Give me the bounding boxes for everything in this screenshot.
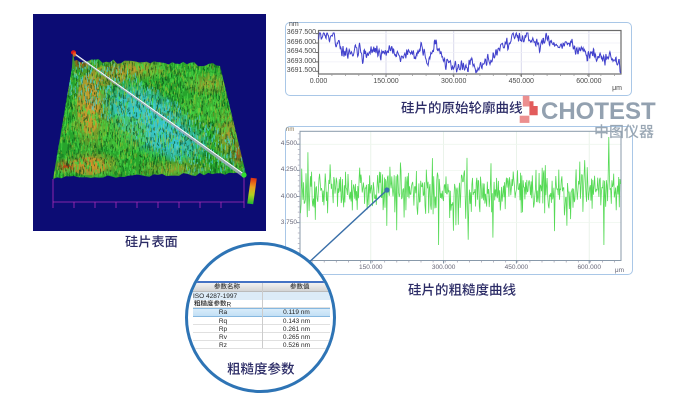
svg-text:R: R — [226, 302, 231, 309]
